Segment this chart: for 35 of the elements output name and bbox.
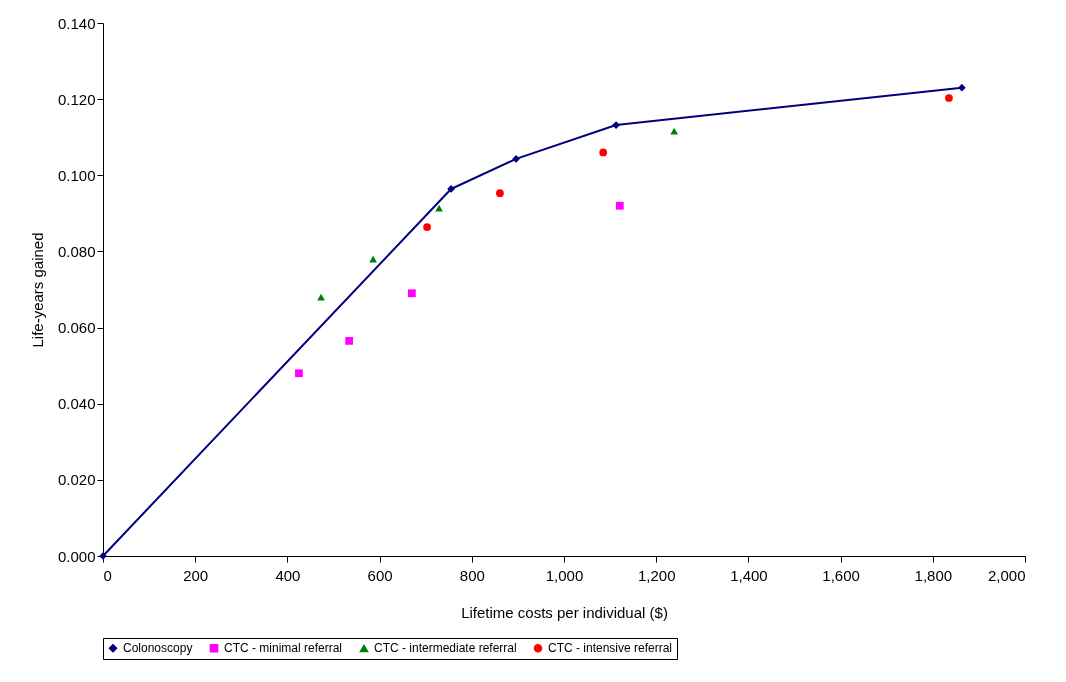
point	[945, 94, 953, 102]
y-tick-label: 0.040	[57, 395, 96, 413]
y-tick-label: 0.120	[57, 90, 96, 108]
x-tick-label: 0	[103, 566, 112, 584]
point	[512, 155, 520, 163]
point	[957, 83, 966, 92]
x-tick-label: 1,800	[914, 566, 953, 584]
legend-label: CTC - minimal referral	[224, 641, 343, 656]
legend-label: Colonoscopy	[123, 641, 193, 656]
x-tick-label: 1,600	[822, 566, 860, 584]
y-tick-label: 0.020	[57, 471, 96, 489]
x-axis-title: Lifetime costs per individual ($)	[461, 603, 668, 621]
point	[599, 148, 608, 157]
point	[295, 369, 303, 378]
x-tick-label: 1,200	[637, 566, 676, 584]
x-tick-label: 1,000	[545, 566, 584, 584]
point	[615, 201, 624, 210]
legend-label: CTC - intensive referral	[548, 641, 673, 656]
x-tick-label: 200	[183, 566, 209, 584]
x-tick-label: 2,000	[987, 566, 1026, 584]
y-tick-label: 0.000	[57, 547, 96, 565]
x-tick-label: 400	[275, 566, 301, 584]
y-tick-label: 0.060	[57, 319, 96, 337]
point	[496, 189, 504, 198]
point	[345, 337, 354, 345]
point	[408, 289, 416, 298]
y-tick-label: 0.140	[57, 14, 96, 32]
x-tick-label: 800	[459, 566, 485, 584]
point	[423, 223, 431, 231]
x-tick-label: 600	[367, 566, 393, 584]
y-tick-label: 0.100	[57, 166, 96, 184]
x-tick-label: 1,400	[730, 566, 768, 584]
legend-label: CTC - intermediate referral	[374, 641, 517, 656]
y-tick-label: 0.080	[57, 242, 96, 260]
y-axis-title: Life-years gained	[28, 232, 46, 348]
